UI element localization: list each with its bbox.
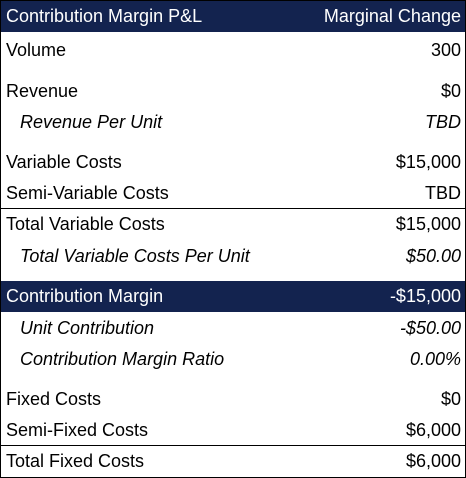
row-fixed-costs: Fixed Costs $0 <box>1 383 465 415</box>
row-value: $15,000 <box>395 151 461 172</box>
row-label: Unit Contribution <box>20 317 155 338</box>
row-label: Fixed Costs <box>6 388 102 409</box>
row-value: $0 <box>440 80 461 101</box>
row-label: Revenue Per Unit <box>20 111 163 132</box>
row-semi-fixed-costs: Semi-Fixed Costs $6,000 <box>1 414 465 446</box>
row-value: TBD <box>425 182 461 203</box>
row-contribution-margin: Contribution Margin -$15,000 <box>1 281 465 312</box>
row-total-variable-costs: Total Variable Costs $15,000 <box>1 208 465 240</box>
row-label: Total Fixed Costs <box>6 451 145 471</box>
row-value: TBD <box>425 111 461 132</box>
header-label: Contribution Margin P&L <box>6 6 203 26</box>
row-value: $15,000 <box>395 214 461 234</box>
row-value: $0 <box>440 388 461 409</box>
table-header-row: Contribution Margin P&L Marginal Change <box>1 1 465 32</box>
row-variable-costs: Variable Costs $15,000 <box>1 146 465 178</box>
row-label: Variable Costs <box>6 151 122 172</box>
row-unit-contribution: Unit Contribution -$50.00 <box>1 312 465 344</box>
row-label: Contribution Margin <box>6 286 164 306</box>
row-value: $6,000 <box>405 451 461 471</box>
row-contribution-margin-ratio: Contribution Margin Ratio 0.00% <box>1 343 465 375</box>
row-label: Revenue <box>6 80 79 101</box>
row-value: $6,000 <box>405 419 461 440</box>
row-value: 0.00% <box>409 348 461 369</box>
row-total-variable-costs-per-unit: Total Variable Costs Per Unit $50.00 <box>1 240 465 272</box>
row-value: -$15,000 <box>389 286 461 306</box>
row-value: -$50.00 <box>399 317 461 338</box>
header-value: Marginal Change <box>323 6 461 26</box>
row-value: $50.00 <box>405 245 461 266</box>
row-value: 300 <box>430 39 461 60</box>
row-label: Total Variable Costs Per Unit <box>20 245 250 266</box>
row-label: Total Variable Costs <box>6 214 165 234</box>
row-total-fixed-costs: Total Fixed Costs $6,000 <box>1 445 465 477</box>
row-label: Volume <box>6 39 67 60</box>
row-semi-variable-costs: Semi-Variable Costs TBD <box>1 177 465 209</box>
row-label: Contribution Margin Ratio <box>20 348 225 369</box>
row-volume: Volume 300 <box>1 34 465 66</box>
row-revenue: Revenue $0 <box>1 75 465 107</box>
row-revenue-per-unit: Revenue Per Unit TBD <box>1 106 465 138</box>
row-label: Semi-Variable Costs <box>6 182 169 203</box>
row-label: Semi-Fixed Costs <box>6 419 149 440</box>
